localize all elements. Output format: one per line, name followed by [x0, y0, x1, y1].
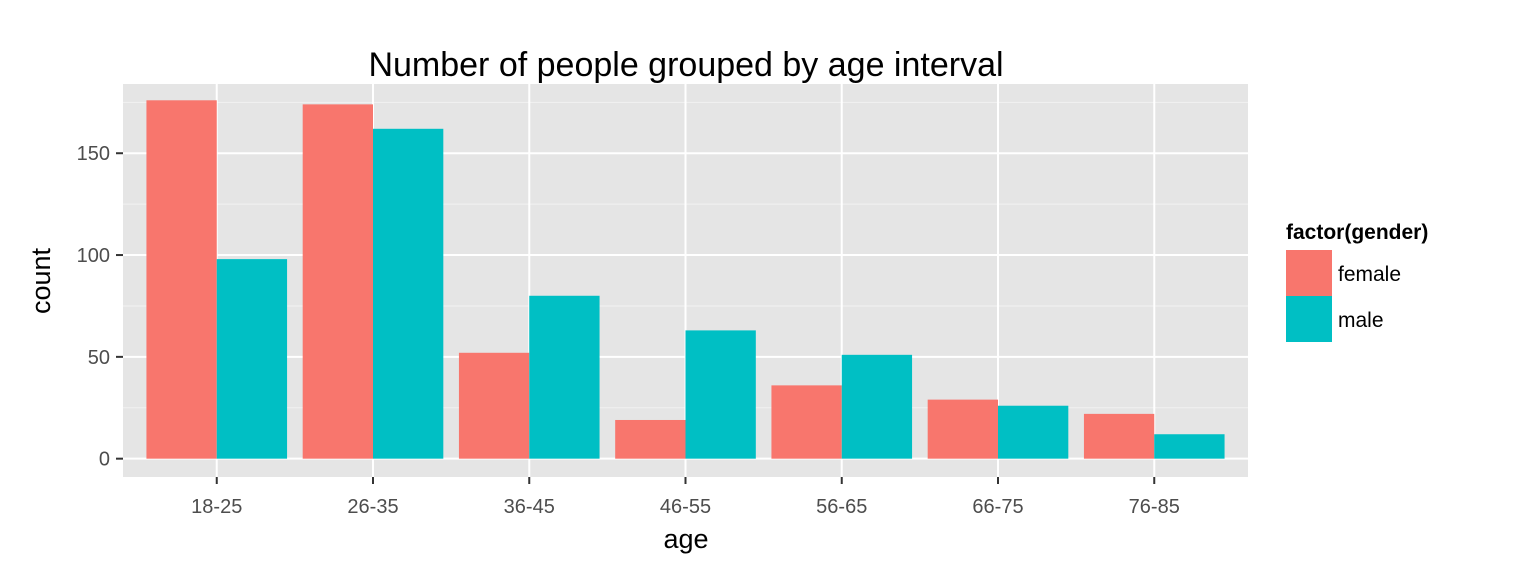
x-tick-label: 46-55: [660, 496, 711, 518]
x-tick-label: 18-25: [191, 496, 242, 518]
legend-label-male: male: [1338, 309, 1384, 332]
bar-male-46-55: [685, 330, 756, 459]
bar-female-36-45: [458, 352, 530, 459]
bar-male-18-25: [216, 259, 288, 459]
bar-female-46-55: [615, 419, 686, 459]
bar-female-66-75: [927, 399, 998, 459]
bar-male-26-35: [373, 128, 444, 459]
bar-male-76-85: [1154, 434, 1225, 459]
x-tick-label: 66-75: [972, 496, 1023, 518]
x-tick-label: 56-65: [816, 496, 867, 518]
x-tick-label: 36-45: [504, 496, 555, 518]
x-tick-label: 26-35: [347, 496, 398, 518]
bar-female-76-85: [1083, 413, 1155, 459]
y-tick-label: 50: [88, 347, 110, 369]
legend-swatch-male: [1286, 296, 1332, 342]
legend-swatch-female: [1286, 250, 1332, 296]
legend: factor(gender) female male: [1286, 221, 1428, 342]
chart-title: Number of people grouped by age interval: [368, 46, 1003, 84]
y-tick-label: 100: [77, 245, 110, 267]
legend-label-female: female: [1338, 263, 1401, 286]
x-axis: 18-25 26-35 36-45 46-55 56-65 66-75 76-85: [191, 477, 1180, 518]
y-axis: 0 50 100 150: [77, 143, 123, 471]
bar-male-36-45: [529, 295, 600, 459]
bar-male-56-65: [841, 354, 913, 459]
legend-items: female male: [1286, 250, 1401, 342]
y-tick-label: 150: [77, 143, 110, 165]
bar-female-56-65: [771, 385, 842, 459]
x-axis-title: age: [663, 524, 708, 554]
x-tick-label: 76-85: [1129, 496, 1180, 518]
bar-female-18-25: [146, 100, 217, 459]
bar-female-26-35: [302, 104, 373, 459]
bar-male-66-75: [998, 405, 1069, 459]
y-tick-label: 0: [99, 449, 110, 471]
y-axis-title: count: [26, 247, 56, 314]
bars: [146, 100, 1225, 459]
legend-title: factor(gender): [1286, 221, 1428, 244]
